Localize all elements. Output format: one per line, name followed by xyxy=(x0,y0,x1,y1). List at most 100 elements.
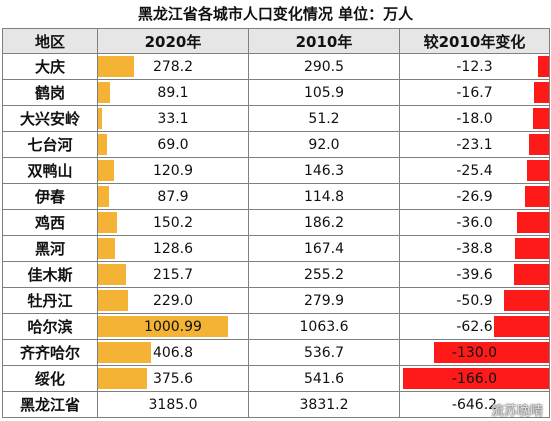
change-bar xyxy=(504,290,549,311)
change-cell: -50.9 xyxy=(399,287,550,314)
pop-2020-cell: 278.2 xyxy=(97,53,249,80)
table-row: 牡丹江 229.0 279.9 -50.9 xyxy=(2,287,550,314)
change-cell: -62.6 xyxy=(399,313,550,340)
pop-2020-bar xyxy=(98,134,107,155)
table-row: 鹤岗 89.1 105.9 -16.7 xyxy=(2,79,550,106)
change-bar xyxy=(529,134,549,155)
change-cell: -23.1 xyxy=(399,131,550,158)
pop-2020-bar xyxy=(98,342,151,363)
change-value: -646.2 xyxy=(451,396,498,413)
pop-2020-bar xyxy=(98,56,134,77)
pop-2020-value: 87.9 xyxy=(157,188,189,205)
pop-2010-cell: 255.2 xyxy=(248,261,400,288)
pop-2010-cell: 1063.6 xyxy=(248,313,400,340)
pop-2020-bar xyxy=(98,368,147,389)
pop-2020-bar xyxy=(98,186,109,207)
table-row: 黑龙江省 3185.0 3831.2 -646.2 xyxy=(2,391,550,418)
pop-2020-bar xyxy=(98,108,102,129)
pop-2020-cell: 3185.0 xyxy=(97,391,249,418)
change-value: -38.8 xyxy=(456,240,493,257)
region-cell: 双鸭山 xyxy=(2,157,98,184)
change-bar xyxy=(494,316,549,337)
table-row: 哈尔滨 1000.99 1063.6 -62.6 xyxy=(2,313,550,340)
table-row: 大兴安岭 33.1 51.2 -18.0 xyxy=(2,105,550,132)
change-value: -25.4 xyxy=(456,162,493,179)
region-cell: 大兴安岭 xyxy=(2,105,98,132)
table-row: 鸡西 150.2 186.2 -36.0 xyxy=(2,209,550,236)
pop-2010-cell: 105.9 xyxy=(248,79,400,106)
pop-2010-cell: 541.6 xyxy=(248,365,400,392)
change-value: -26.9 xyxy=(456,188,493,205)
header-2020: 2020年 xyxy=(97,28,249,54)
change-value: -62.6 xyxy=(456,318,493,335)
pop-2020-cell: 1000.99 xyxy=(97,313,249,340)
region-cell: 黑龙江省 xyxy=(2,391,98,418)
pop-2010-cell: 146.3 xyxy=(248,157,400,184)
region-cell: 齐齐哈尔 xyxy=(2,339,98,366)
change-value: -130.0 xyxy=(451,344,498,361)
change-cell: -39.6 xyxy=(399,261,550,288)
pop-2010-cell: 114.8 xyxy=(248,183,400,210)
pop-2020-cell: 89.1 xyxy=(97,79,249,106)
pop-2020-value: 1000.99 xyxy=(144,318,202,335)
table-row: 齐齐哈尔 406.8 536.7 -130.0 xyxy=(2,339,550,366)
pop-2020-value: 406.8 xyxy=(152,344,194,361)
change-bar xyxy=(434,342,549,363)
pop-2020-cell: 406.8 xyxy=(97,339,249,366)
change-value: -36.0 xyxy=(456,214,493,231)
region-cell: 鹤岗 xyxy=(2,79,98,106)
table-row: 绥化 375.6 541.6 -166.0 xyxy=(2,365,550,392)
table-row: 大庆 278.2 290.5 -12.3 xyxy=(2,53,550,80)
pop-2020-value: 215.7 xyxy=(152,266,194,283)
table-title: 黑龙江省各城市人口变化情况 单位：万人 xyxy=(137,5,414,23)
pop-2020-value: 128.6 xyxy=(152,240,194,257)
pop-2020-bar xyxy=(98,238,115,259)
table-row: 七台河 69.0 92.0 -23.1 xyxy=(2,131,550,158)
pop-2020-value: 375.6 xyxy=(152,370,194,387)
change-bar xyxy=(514,264,549,285)
pop-2020-cell: 120.9 xyxy=(97,157,249,184)
change-value: -50.9 xyxy=(456,292,493,309)
table-row: 双鸭山 120.9 146.3 -25.4 xyxy=(2,157,550,184)
table-row: 黑河 128.6 167.4 -38.8 xyxy=(2,235,550,262)
change-bar xyxy=(533,108,549,129)
pop-2020-value: 120.9 xyxy=(152,162,194,179)
change-cell: -38.8 xyxy=(399,235,550,262)
header-change: 较2010年变化 xyxy=(399,28,550,54)
region-cell: 绥化 xyxy=(2,365,98,392)
pop-2020-bar xyxy=(98,160,114,181)
pop-2010-cell: 167.4 xyxy=(248,235,400,262)
pop-2020-bar xyxy=(98,212,117,233)
pop-2020-bar xyxy=(98,82,110,103)
pop-2020-cell: 33.1 xyxy=(97,105,249,132)
table-row: 佳木斯 215.7 255.2 -39.6 xyxy=(2,261,550,288)
change-cell: -12.3 xyxy=(399,53,550,80)
pop-2020-value: 150.2 xyxy=(152,214,194,231)
pop-2020-value: 3185.0 xyxy=(148,396,198,413)
change-bar xyxy=(527,160,549,181)
change-cell: -646.2 xyxy=(399,391,550,418)
pop-2010-cell: 3831.2 xyxy=(248,391,400,418)
pop-2020-cell: 87.9 xyxy=(97,183,249,210)
change-bar xyxy=(534,82,549,103)
region-cell: 大庆 xyxy=(2,53,98,80)
pop-2020-cell: 375.6 xyxy=(97,365,249,392)
watermark: 流苏晚晴 xyxy=(490,404,543,419)
pop-2020-value: 33.1 xyxy=(157,110,189,127)
change-bar xyxy=(538,56,549,77)
change-value: -18.0 xyxy=(456,110,493,127)
change-cell: -36.0 xyxy=(399,209,550,236)
pop-2020-value: 278.2 xyxy=(152,58,194,75)
header-row: 地区 2020年 2010年 较2010年变化 xyxy=(2,28,550,54)
region-cell: 黑河 xyxy=(2,235,98,262)
pop-2010-cell: 290.5 xyxy=(248,53,400,80)
pop-2010-cell: 279.9 xyxy=(248,287,400,314)
region-cell: 牡丹江 xyxy=(2,287,98,314)
change-cell: -166.0 xyxy=(399,365,550,392)
region-cell: 七台河 xyxy=(2,131,98,158)
pop-2020-cell: 229.0 xyxy=(97,287,249,314)
pop-2020-cell: 128.6 xyxy=(97,235,249,262)
table-row: 伊春 87.9 114.8 -26.9 xyxy=(2,183,550,210)
pop-2010-cell: 186.2 xyxy=(248,209,400,236)
region-cell: 佳木斯 xyxy=(2,261,98,288)
